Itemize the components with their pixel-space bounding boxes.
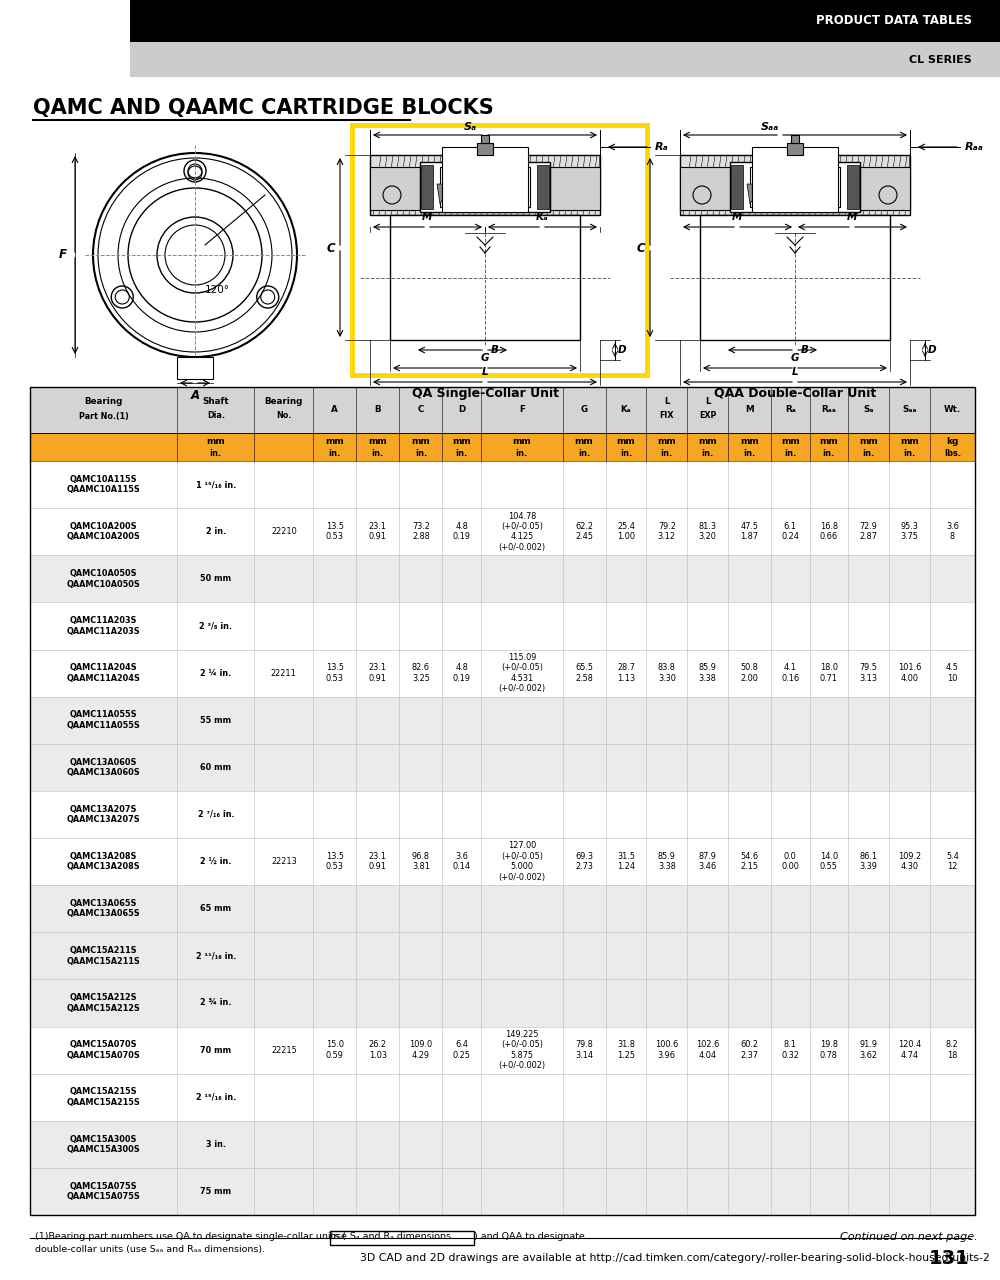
Polygon shape	[762, 184, 777, 204]
Text: 65.5
2.58: 65.5 2.58	[575, 663, 593, 682]
Text: QAMC15A212S
QAAMC15A212S: QAMC15A212S QAAMC15A212S	[67, 993, 141, 1012]
Text: 6.4
0.25: 6.4 0.25	[453, 1041, 471, 1060]
Bar	[730, 163, 860, 212]
Text: 100.6
3.96: 100.6 3.96	[655, 1041, 678, 1060]
Bar	[30, 1027, 975, 1074]
Bar	[30, 461, 975, 508]
Text: EXP: EXP	[699, 411, 716, 421]
Text: QAMC15A300S
QAAMC15A300S: QAMC15A300S QAAMC15A300S	[67, 1134, 140, 1155]
Text: QAMC11A204S
QAAMC11A204S: QAMC11A204S QAAMC11A204S	[67, 663, 141, 682]
Text: mm: mm	[206, 438, 225, 447]
Text: QAMC15A070S
QAAMC15A070S: QAMC15A070S QAAMC15A070S	[67, 1041, 141, 1060]
Text: F: F	[59, 248, 67, 261]
Text: QAMC13A065S
QAAMC13A065S: QAMC13A065S QAAMC13A065S	[67, 899, 140, 918]
Text: 50 mm: 50 mm	[200, 575, 231, 584]
Text: in.: in.	[701, 449, 714, 458]
Polygon shape	[487, 184, 502, 204]
Text: 69.3
2.73: 69.3 2.73	[575, 852, 593, 872]
Bar	[30, 791, 975, 838]
Text: G: G	[581, 406, 588, 415]
Text: 26.2
1.03: 26.2 1.03	[369, 1041, 387, 1060]
Text: 28.7
1.13: 28.7 1.13	[617, 663, 635, 682]
Text: 72.9
2.87: 72.9 2.87	[860, 522, 877, 541]
Bar	[390, 215, 580, 340]
Bar	[791, 134, 799, 143]
Text: 13.5
0.53: 13.5 0.53	[326, 522, 344, 541]
Bar	[421, 165, 433, 209]
Text: D: D	[458, 406, 465, 415]
Text: 3D CAD and 2D drawings are available at http://cad.timken.com/category/-roller-b: 3D CAD and 2D drawings are available at …	[360, 1253, 990, 1263]
Bar	[30, 886, 975, 932]
Text: 75 mm: 75 mm	[200, 1187, 231, 1196]
Text: B: B	[491, 346, 499, 355]
Text: 22213: 22213	[271, 858, 297, 867]
Text: 23.1
0.91: 23.1 0.91	[369, 852, 387, 872]
Text: M: M	[847, 212, 857, 221]
Text: mm: mm	[698, 438, 717, 447]
Text: 23.1
0.91: 23.1 0.91	[369, 663, 387, 682]
Text: Sₐₐ: Sₐₐ	[761, 122, 779, 132]
Text: D: D	[618, 346, 627, 355]
Text: L: L	[792, 367, 798, 378]
Text: 50.8
2.00: 50.8 2.00	[741, 663, 758, 682]
Bar	[370, 166, 420, 210]
Text: 2 ¾ in.: 2 ¾ in.	[200, 998, 232, 1007]
Polygon shape	[512, 184, 527, 204]
Text: 3.6
8: 3.6 8	[946, 522, 959, 541]
Text: 127.00
(+0/-0.05)
5.000
(+0/-0.002): 127.00 (+0/-0.05) 5.000 (+0/-0.002)	[498, 841, 545, 882]
Bar	[30, 508, 975, 556]
Text: QAMC10A200S
QAAMC10A200S: QAMC10A200S QAAMC10A200S	[67, 522, 141, 541]
Text: in.: in.	[743, 449, 756, 458]
Text: C: C	[636, 242, 645, 255]
Text: 62.2
2.45: 62.2 2.45	[575, 522, 593, 541]
Text: in.: in.	[456, 449, 468, 458]
Text: 2 ⁷/₁₆ in.: 2 ⁷/₁₆ in.	[198, 810, 234, 819]
Text: mm: mm	[452, 438, 471, 447]
Text: Continued on next page.: Continued on next page.	[840, 1231, 978, 1242]
Polygon shape	[777, 184, 792, 204]
Bar	[700, 215, 890, 340]
Bar	[370, 155, 600, 215]
Text: Rₐ: Rₐ	[785, 406, 796, 415]
Text: 8.1
0.32: 8.1 0.32	[781, 1041, 799, 1060]
Text: 2 in.: 2 in.	[206, 527, 226, 536]
Text: Kₐ: Kₐ	[621, 406, 631, 415]
Bar	[420, 163, 550, 212]
Text: 25.4
1.00: 25.4 1.00	[617, 522, 635, 541]
Text: 65 mm: 65 mm	[200, 904, 231, 913]
Text: mm: mm	[657, 438, 676, 447]
Bar	[30, 1074, 975, 1121]
Text: L: L	[664, 398, 670, 407]
Text: 31.5
1.24: 31.5 1.24	[617, 852, 635, 872]
Text: (1)Bearing part numbers use QA to designate single-collar units (: (1)Bearing part numbers use QA to design…	[35, 1231, 346, 1242]
Text: 131: 131	[929, 1248, 970, 1267]
Bar	[442, 147, 528, 212]
Text: 22211: 22211	[271, 668, 297, 677]
Text: 18.0
0.71: 18.0 0.71	[820, 663, 838, 682]
Bar	[30, 1167, 975, 1215]
Text: 23.1
0.91: 23.1 0.91	[369, 522, 387, 541]
Text: 79.2
3.12: 79.2 3.12	[658, 522, 676, 541]
Text: 14.0
0.55: 14.0 0.55	[820, 852, 838, 872]
Text: 4.1
0.16: 4.1 0.16	[781, 663, 799, 682]
Bar	[787, 143, 803, 155]
Text: in.: in.	[823, 449, 835, 458]
Text: 79.5
3.13: 79.5 3.13	[859, 663, 877, 682]
Bar	[860, 166, 910, 210]
Text: 82.6
3.25: 82.6 3.25	[412, 663, 430, 682]
Text: A: A	[331, 406, 338, 415]
Bar	[550, 166, 600, 210]
Text: QA Single-Collar Unit: QA Single-Collar Unit	[412, 387, 558, 399]
Text: mm: mm	[859, 438, 878, 447]
Text: 2 ¹⁵/₁₆ in.: 2 ¹⁵/₁₆ in.	[196, 1093, 236, 1102]
Text: in.: in.	[578, 449, 590, 458]
Text: mm: mm	[325, 438, 344, 447]
Bar	[30, 932, 975, 979]
Text: in.: in.	[415, 449, 427, 458]
Text: 8.2
18: 8.2 18	[946, 1041, 959, 1060]
Text: 3.6
0.14: 3.6 0.14	[453, 852, 471, 872]
Text: C: C	[418, 406, 424, 415]
Text: 115.09
(+0/-0.05)
4.531
(+0/-0.002): 115.09 (+0/-0.05) 4.531 (+0/-0.002)	[498, 653, 545, 694]
Text: 55 mm: 55 mm	[200, 716, 231, 724]
Text: FIX: FIX	[660, 411, 674, 421]
